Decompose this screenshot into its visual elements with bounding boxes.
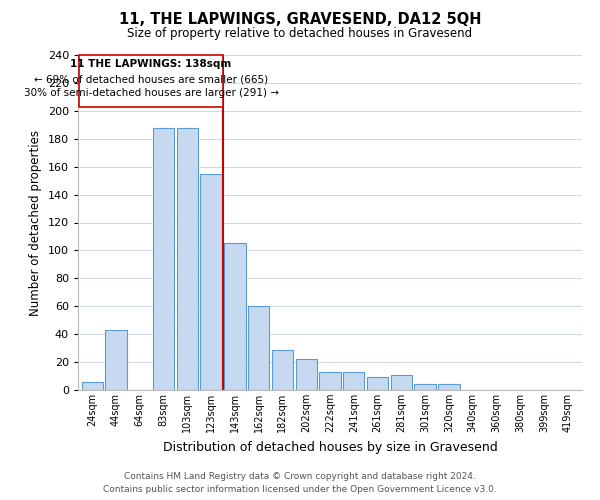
Bar xyxy=(438,384,460,390)
Bar xyxy=(415,384,436,390)
Bar xyxy=(343,372,364,390)
Text: Size of property relative to detached houses in Gravesend: Size of property relative to detached ho… xyxy=(127,28,473,40)
Bar xyxy=(391,374,412,390)
Text: 30% of semi-detached houses are larger (291) →: 30% of semi-detached houses are larger (… xyxy=(23,88,278,99)
X-axis label: Distribution of detached houses by size in Gravesend: Distribution of detached houses by size … xyxy=(163,440,497,454)
Bar xyxy=(176,128,198,390)
Bar xyxy=(200,174,222,390)
Bar xyxy=(272,350,293,390)
Y-axis label: Number of detached properties: Number of detached properties xyxy=(29,130,42,316)
Text: Contains HM Land Registry data © Crown copyright and database right 2024.
Contai: Contains HM Land Registry data © Crown c… xyxy=(103,472,497,494)
FancyBboxPatch shape xyxy=(79,55,223,106)
Text: 11, THE LAPWINGS, GRAVESEND, DA12 5QH: 11, THE LAPWINGS, GRAVESEND, DA12 5QH xyxy=(119,12,481,28)
Bar xyxy=(153,128,174,390)
Bar xyxy=(82,382,103,390)
Bar xyxy=(224,244,245,390)
Bar xyxy=(296,360,317,390)
Bar xyxy=(319,372,341,390)
Bar xyxy=(106,330,127,390)
Bar xyxy=(248,306,269,390)
Bar xyxy=(367,378,388,390)
Text: ← 69% of detached houses are smaller (665): ← 69% of detached houses are smaller (66… xyxy=(34,74,268,85)
Text: 11 THE LAPWINGS: 138sqm: 11 THE LAPWINGS: 138sqm xyxy=(70,59,232,69)
